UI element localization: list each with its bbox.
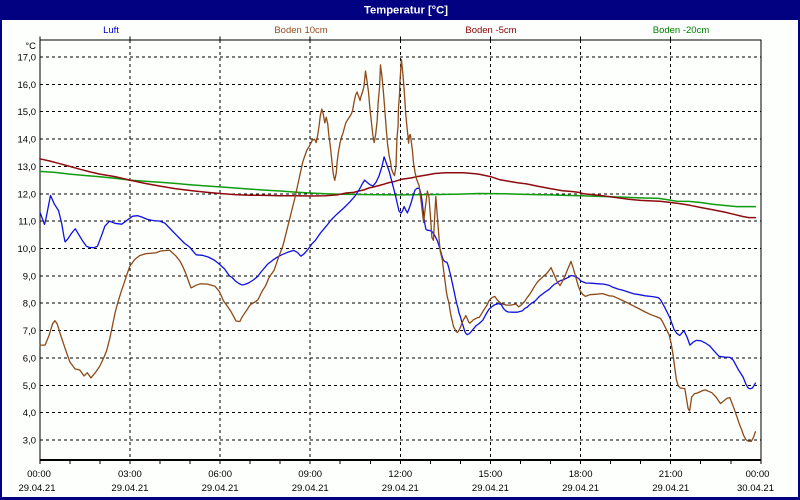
svg-text:09:00: 09:00 xyxy=(298,469,322,480)
svg-text:29.04.21: 29.04.21 xyxy=(111,483,148,494)
svg-text:5,0: 5,0 xyxy=(23,381,36,392)
svg-text:°C: °C xyxy=(25,41,36,52)
svg-text:18:00: 18:00 xyxy=(569,469,593,480)
svg-text:4,0: 4,0 xyxy=(23,408,36,419)
svg-text:10,0: 10,0 xyxy=(18,244,37,255)
svg-text:16,0: 16,0 xyxy=(18,80,37,91)
svg-text:00:00: 00:00 xyxy=(746,469,770,480)
svg-text:Boden 10cm: Boden 10cm xyxy=(274,25,327,36)
svg-text:9,0: 9,0 xyxy=(23,271,36,282)
svg-text:29.04.21: 29.04.21 xyxy=(562,483,599,494)
svg-text:29.04.21: 29.04.21 xyxy=(472,483,509,494)
svg-text:Boden -5cm: Boden -5cm xyxy=(465,25,516,36)
svg-text:13,0: 13,0 xyxy=(18,162,37,173)
svg-text:29.04.21: 29.04.21 xyxy=(292,483,329,494)
svg-text:3,0: 3,0 xyxy=(23,436,36,447)
svg-text:Temperatur [°C]: Temperatur [°C] xyxy=(364,5,448,17)
svg-text:Boden -20cm: Boden -20cm xyxy=(653,25,710,36)
svg-text:Luft: Luft xyxy=(103,25,119,36)
svg-text:7,0: 7,0 xyxy=(23,326,36,337)
svg-text:30.04.21: 30.04.21 xyxy=(737,483,774,494)
svg-text:6,0: 6,0 xyxy=(23,353,36,364)
svg-text:12:00: 12:00 xyxy=(388,469,412,480)
svg-text:06:00: 06:00 xyxy=(208,469,232,480)
svg-text:29.04.21: 29.04.21 xyxy=(382,483,419,494)
svg-text:29.04.21: 29.04.21 xyxy=(19,483,56,494)
svg-text:8,0: 8,0 xyxy=(23,299,36,310)
svg-text:11,0: 11,0 xyxy=(18,217,36,228)
svg-text:03:00: 03:00 xyxy=(118,469,142,480)
svg-text:29.04.21: 29.04.21 xyxy=(652,483,689,494)
svg-text:15,0: 15,0 xyxy=(18,107,37,118)
svg-text:00:00: 00:00 xyxy=(27,469,51,480)
svg-text:17,0: 17,0 xyxy=(18,53,37,64)
svg-text:15:00: 15:00 xyxy=(479,469,503,480)
svg-text:12,0: 12,0 xyxy=(18,189,37,200)
svg-text:29.04.21: 29.04.21 xyxy=(202,483,239,494)
svg-text:21:00: 21:00 xyxy=(659,469,683,480)
svg-text:14,0: 14,0 xyxy=(18,135,37,146)
